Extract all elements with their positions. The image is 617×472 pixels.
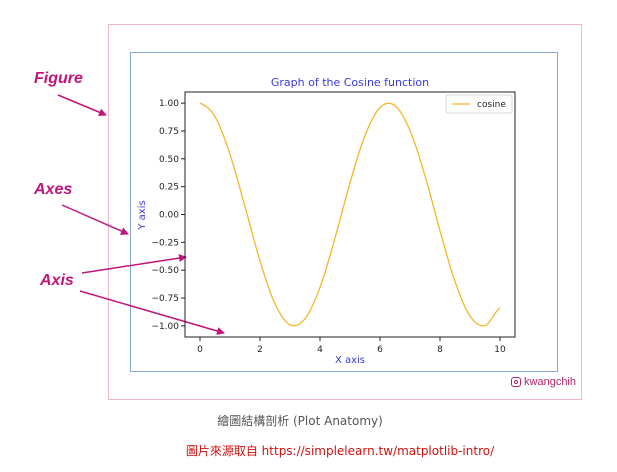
y-tick-label: −0.75 [151, 294, 179, 304]
legend: cosine [445, 94, 513, 114]
figure-callout: Figure [34, 70, 83, 87]
y-tick-label: 0.75 [159, 127, 179, 137]
y-axis-label: Y axis [137, 200, 148, 230]
x-tick-label: 8 [437, 345, 443, 355]
y-tick-label: 0.25 [159, 183, 179, 193]
x-axis-label: X axis [335, 355, 365, 366]
x-tick-label: 0 [197, 345, 203, 355]
source-prefix: 圖片來源取自 [185, 444, 262, 458]
caption: 繪圖結構剖析 (Plot Anatomy) [217, 414, 383, 428]
axis-arrow-y [81, 254, 187, 274]
source-link[interactable]: https://simplelearn.tw/matplotlib-intro/ [261, 444, 495, 458]
x-tick-label: 4 [317, 345, 323, 355]
legend-box [445, 94, 513, 114]
credit-handle: kwangchih [524, 376, 576, 388]
y-tick-label: 0.50 [159, 155, 179, 165]
series-group [199, 102, 501, 327]
axis-callout: Axis [40, 272, 74, 289]
y-tick-label: −1.00 [151, 322, 179, 332]
ticks-group: 0 2 4 6 8 10 1.00 0.75 0.50 0.25 0.00 −0.25 −0.50 −0.… [151, 99, 506, 355]
y-tick-label: 0.00 [159, 211, 179, 221]
y-tick-label: −0.25 [151, 238, 179, 248]
figure-frame [108, 24, 582, 400]
legend-label-cosine: cosine [477, 100, 506, 110]
credit: kwangchih [511, 376, 576, 388]
axes-callout: Axes [34, 181, 73, 198]
x-tick-label: 2 [257, 345, 263, 355]
source-line: 圖片來源取自 https://simplelearn.tw/matplotlib… [0, 442, 617, 459]
instagram-icon [511, 377, 522, 387]
x-tick-label: 10 [494, 345, 506, 355]
x-tick-label: 6 [377, 345, 383, 355]
axis-arrow-x [79, 290, 225, 335]
chart-title: Graph of the Cosine function [271, 76, 429, 89]
y-tick-label: 1.00 [159, 99, 179, 109]
series-line-cosine [199, 102, 501, 327]
y-tick-label: −0.50 [151, 266, 179, 276]
axes-arrow [61, 204, 129, 235]
figure-arrow [57, 94, 107, 116]
plot-area [184, 91, 516, 338]
axes-frame [130, 52, 558, 372]
